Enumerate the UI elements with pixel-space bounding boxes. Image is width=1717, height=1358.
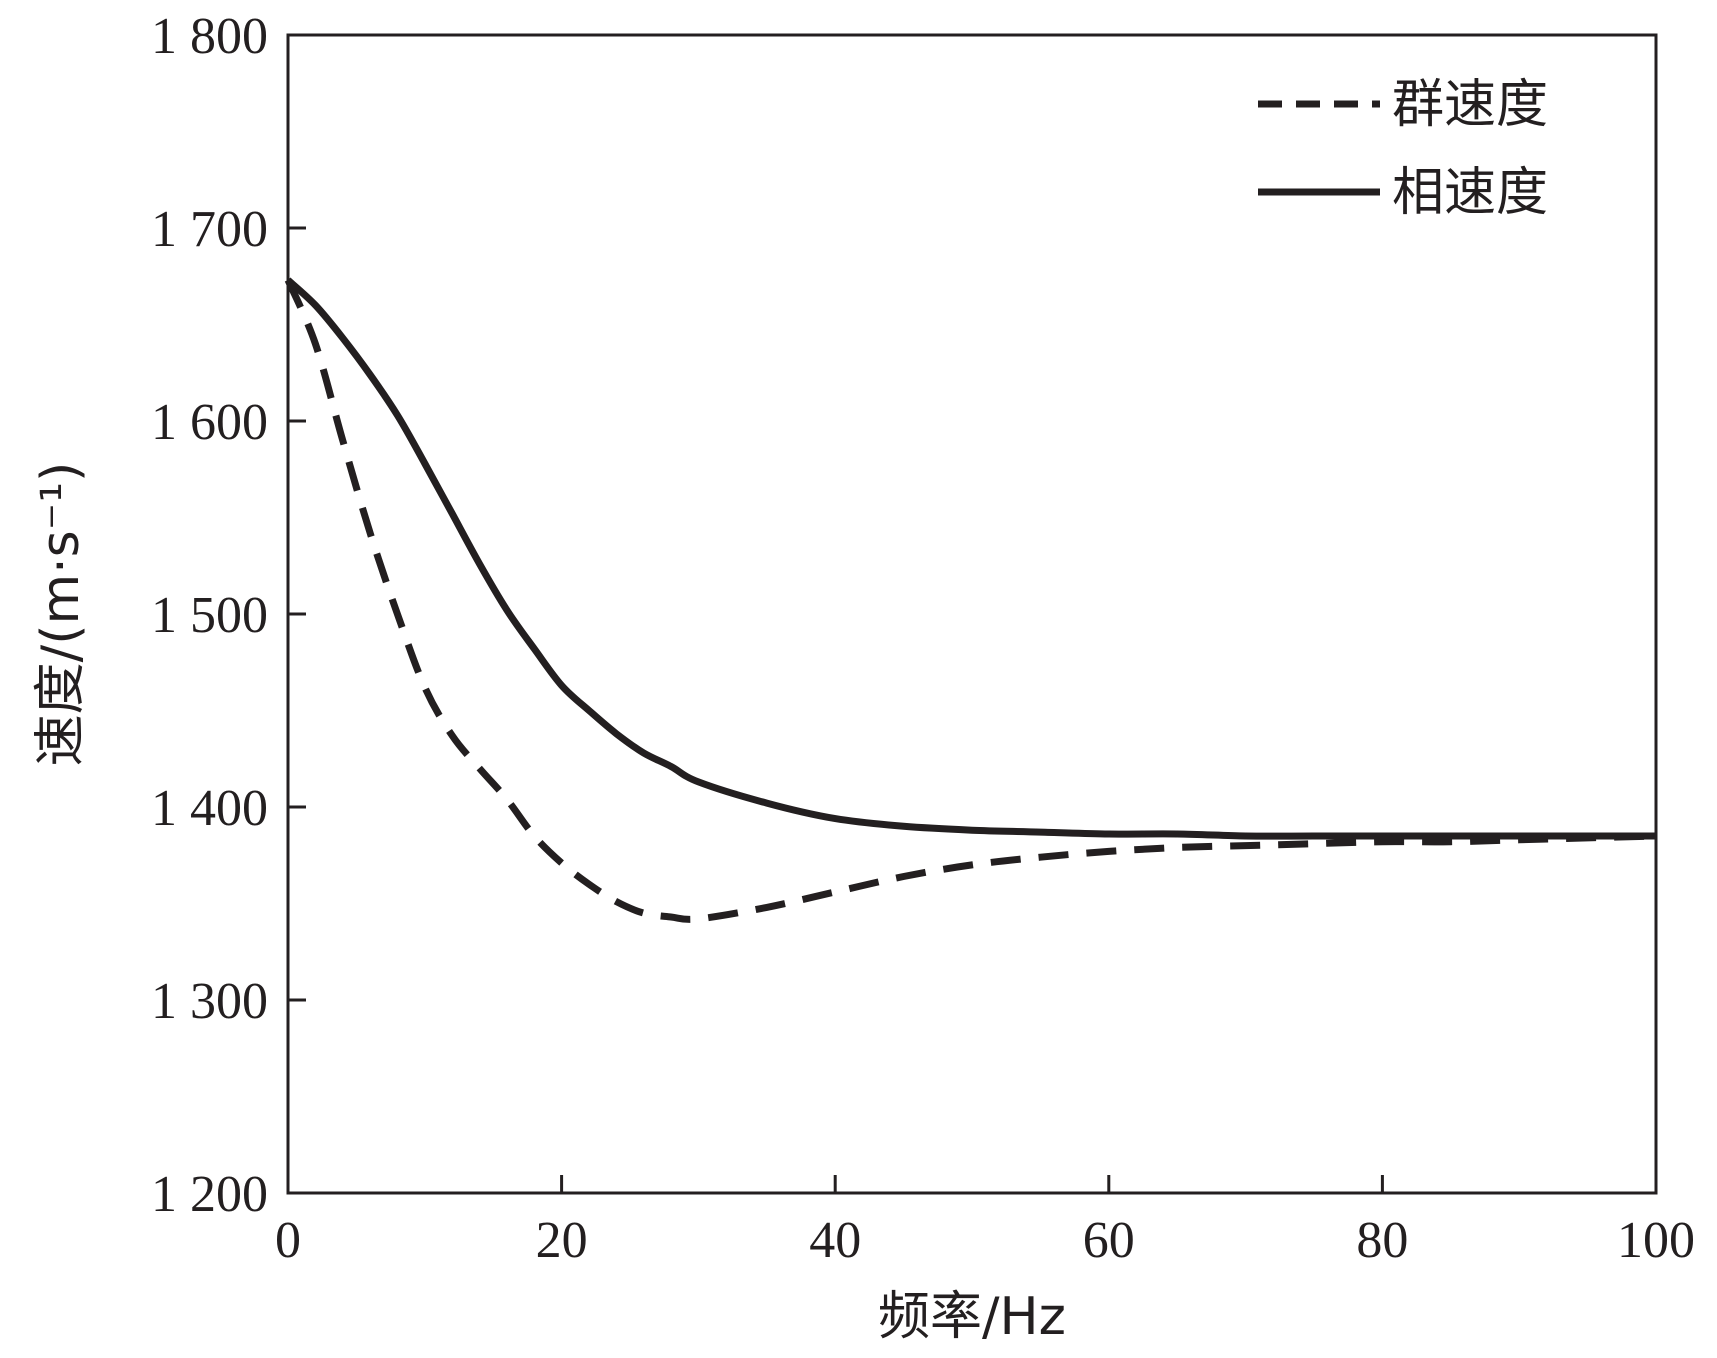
y-axis-ticks: 1 200 1 300 1 400 1 500 1 600 1 700 1 800 — [151, 8, 306, 1223]
x-axis-title: 频率/Hz — [878, 1287, 1066, 1347]
series-line-phase-velocity — [285, 277, 1656, 840]
y-axis-title: 速度/(m·s⁻¹) — [31, 462, 91, 767]
y-tick-label: 1 700 — [151, 201, 268, 258]
x-tick-label: 0 — [275, 1212, 301, 1269]
x-axis-ticks: 0 20 40 60 80 100 — [275, 1175, 1695, 1269]
x-tick-label: 20 — [536, 1212, 588, 1269]
x-tick-label: 60 — [1083, 1212, 1135, 1269]
y-tick-label: 1 800 — [151, 8, 268, 65]
x-tick-label: 100 — [1617, 1212, 1695, 1269]
y-tick-label: 1 300 — [151, 973, 268, 1030]
y-tick-label: 1 200 — [151, 1166, 268, 1223]
series-line-group-velocity — [284, 278, 1657, 923]
y-tick-label: 1 500 — [151, 587, 268, 644]
x-tick-label: 80 — [1356, 1212, 1408, 1269]
y-tick-label: 1 600 — [151, 394, 268, 451]
y-tick-label: 1 400 — [151, 780, 268, 837]
x-tick-label: 40 — [809, 1212, 861, 1269]
legend-label-phase-velocity: 相速度 — [1392, 163, 1548, 223]
legend: 群速度 相速度 — [1258, 75, 1548, 223]
legend-label-group-velocity: 群速度 — [1392, 75, 1548, 135]
series-layer — [284, 277, 1657, 923]
